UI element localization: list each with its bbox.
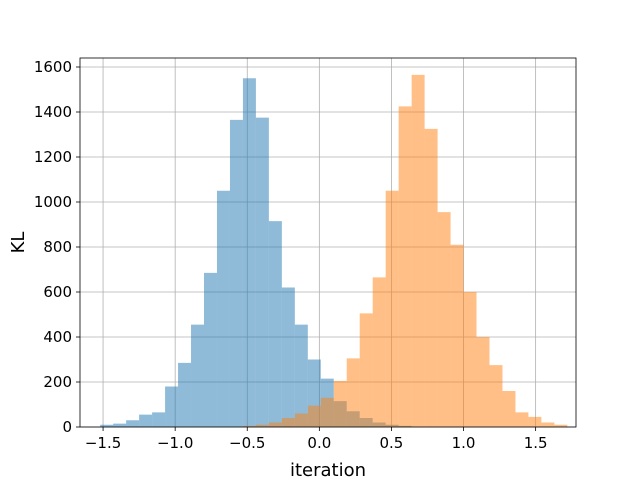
bar-series-0-bin-8 xyxy=(204,272,217,427)
x-tick-label-2: −0.5 xyxy=(229,434,265,452)
bar-series-0-bin-12 xyxy=(255,117,269,427)
bar-series-1-bin-4 xyxy=(294,413,308,427)
bar-series-1-bin-6 xyxy=(320,397,334,427)
bar-series-1-bin-10 xyxy=(372,277,386,427)
bar-series-0-bin-0 xyxy=(100,424,114,427)
bar-series-1-bin-1 xyxy=(255,424,269,427)
bar-series-0-bin-14 xyxy=(281,287,295,427)
bar-series-1-bin-18 xyxy=(476,337,490,427)
bar-series-1-bin-21 xyxy=(515,412,529,427)
bar-series-1-bin-24 xyxy=(554,424,568,427)
bar-series-1-bin-2 xyxy=(268,422,282,427)
x-tick-label-1: −1.0 xyxy=(157,434,193,452)
y-tick-label-1: 200 xyxy=(43,373,72,391)
x-tick-label-5: 1.0 xyxy=(452,434,476,452)
bar-series-1-bin-13 xyxy=(411,74,425,427)
y-tick-label-2: 400 xyxy=(43,328,72,346)
bar-series-0-bin-1 xyxy=(113,423,127,427)
bar-series-0-bin-2 xyxy=(126,420,140,427)
bar-series-0-bin-5 xyxy=(165,386,179,427)
bar-series-1-bin-9 xyxy=(359,313,373,427)
bar-series-1-bin-15 xyxy=(437,212,451,427)
y-tick-label-4: 800 xyxy=(43,238,72,256)
bar-series-0-bin-10 xyxy=(229,119,243,427)
x-tick-label-6: 1.5 xyxy=(524,434,548,452)
bar-series-0-bin-15 xyxy=(294,324,308,427)
x-tick-label-3: 0.0 xyxy=(307,434,331,452)
bars xyxy=(100,74,568,427)
bar-series-1-bin-23 xyxy=(541,422,555,427)
bar-series-0-bin-6 xyxy=(178,362,192,427)
bar-series-1-bin-19 xyxy=(489,365,503,427)
bar-series-1-bin-5 xyxy=(307,405,321,427)
y-tick-label-8: 1600 xyxy=(34,58,72,76)
x-tick-label-4: 0.5 xyxy=(380,434,404,452)
bar-series-1-bin-20 xyxy=(502,391,516,427)
bar-series-1-bin-16 xyxy=(450,244,464,427)
bar-series-0-bin-4 xyxy=(152,412,166,427)
y-axis-ticks: 0 200 400 600 800 1000 1200 1400 1600 xyxy=(34,58,80,436)
bar-series-0-bin-7 xyxy=(191,324,204,427)
y-tick-label-6: 1200 xyxy=(34,148,72,166)
y-tick-label-3: 600 xyxy=(43,283,72,301)
bar-series-1-bin-14 xyxy=(424,128,438,427)
bar-series-1-bin-7 xyxy=(333,380,347,427)
bar-series-0-bin-9 xyxy=(216,190,230,427)
bar-series-1-bin-12 xyxy=(398,106,412,427)
bar-series-1-bin-11 xyxy=(385,190,399,427)
bar-series-1-bin-17 xyxy=(463,292,477,427)
bar-series-0-bin-13 xyxy=(268,221,282,427)
bar-series-1-bin-8 xyxy=(346,358,360,427)
y-tick-label-5: 1000 xyxy=(34,193,72,211)
x-axis-label: iteration xyxy=(290,460,366,480)
y-tick-label-7: 1400 xyxy=(34,103,72,121)
bar-series-1-bin-0 xyxy=(242,425,256,427)
y-axis-label: KL xyxy=(8,232,29,254)
bar-series-0-bin-11 xyxy=(242,78,256,427)
x-axis-ticks: −1.5 −1.0 −0.5 0.0 0.5 1.0 1.5 xyxy=(85,427,548,452)
plot-frame xyxy=(79,57,577,428)
bar-series-1-bin-3 xyxy=(281,418,295,427)
bar-series-0-bin-3 xyxy=(139,414,153,427)
x-tick-label-0: −1.5 xyxy=(85,434,121,452)
bar-series-1-bin-22 xyxy=(528,416,542,427)
y-tick-label-0: 0 xyxy=(62,418,72,436)
